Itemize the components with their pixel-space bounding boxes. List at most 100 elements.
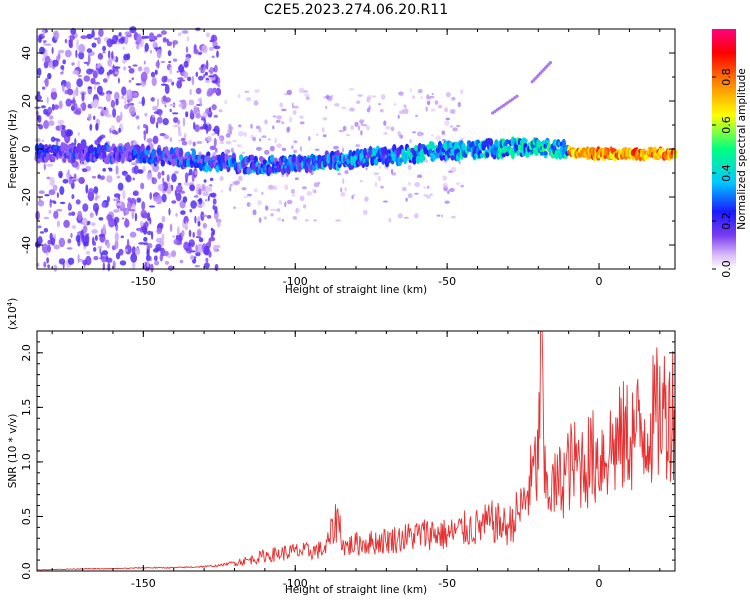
spectrogram-cell — [154, 47, 161, 50]
spectrogram-cell — [177, 119, 180, 125]
spectrogram-cell — [228, 186, 232, 192]
spectrogram-cell — [261, 191, 264, 196]
spectrogram-cell — [107, 58, 113, 67]
spectrogram-cell — [403, 108, 409, 115]
spectrogram-cell — [72, 70, 80, 75]
spectrogram-cell — [539, 151, 545, 156]
spectrogram-cell — [48, 209, 52, 214]
spectrogram-cell — [149, 49, 153, 54]
spectrogram-cell — [112, 108, 117, 118]
spectrogram-cell — [71, 224, 77, 230]
spectrogram-cell — [86, 48, 93, 53]
spectrogram-cell — [208, 106, 212, 113]
spectrogram-cell — [313, 219, 317, 222]
spectrogram-cell — [206, 60, 209, 70]
spectrogram-cell — [159, 133, 166, 137]
spectrogram-cell — [169, 223, 173, 232]
spectrogram-cell — [299, 195, 305, 202]
spectrogram-cell — [148, 205, 156, 208]
spectrogram-cell — [213, 137, 217, 147]
spectrogram-cell — [286, 199, 293, 205]
spectrogram-cell — [377, 157, 382, 163]
spectrogram-cell — [51, 46, 54, 55]
spectrogram-cell — [448, 170, 453, 173]
spectrogram-cell — [284, 201, 287, 208]
spectrogram-cell — [44, 55, 51, 64]
spectrogram-cell — [209, 185, 213, 193]
spectrogram-cell — [73, 109, 81, 115]
spectrogram-cell — [119, 260, 127, 266]
spectrogram-cell — [262, 159, 268, 165]
spectrogram-cell — [150, 263, 154, 273]
spectrogram-cell — [209, 66, 214, 75]
spectrogram-cell — [46, 257, 49, 264]
spectrogram-cell — [451, 108, 456, 115]
spectrogram-cell — [246, 202, 251, 207]
y-tick-label: 2.0 — [20, 344, 33, 362]
spectrogram-cell — [140, 71, 148, 82]
spectrogram-cell — [176, 226, 180, 236]
spectrogram-cell — [276, 143, 282, 149]
spectrogram-cell — [156, 33, 162, 38]
spectrogram-cell — [220, 189, 223, 193]
spectrogram-cell — [177, 77, 184, 80]
spectrogram-cell — [120, 235, 125, 239]
spectrogram-cell — [180, 210, 186, 215]
spectrogram-cell — [181, 30, 189, 34]
spectrogram-cell — [205, 32, 210, 38]
spectrogram-cell — [435, 135, 441, 141]
spectrogram-cell — [77, 74, 82, 77]
spectrogram-cell — [137, 169, 144, 174]
spectrogram-cell — [171, 81, 175, 86]
spectrogram-cell — [78, 43, 86, 53]
spectrogram-cell — [193, 195, 199, 198]
spectrogram-cell — [136, 44, 140, 50]
spectrogram-cell — [408, 181, 411, 186]
spectrogram-cell — [69, 176, 75, 179]
spectrogram-cell — [342, 147, 344, 153]
spectrogram-cell — [131, 77, 134, 80]
spectrogram-cell — [148, 32, 155, 42]
spectrogram-cell — [204, 163, 209, 173]
spectrogram-cell — [210, 88, 218, 94]
spectrogram-cell — [216, 50, 219, 58]
spectrogram-cell — [47, 264, 50, 269]
spectrogram-cell — [115, 165, 119, 175]
spectrogram-cell — [126, 89, 133, 99]
spectrogram-cell — [333, 145, 339, 150]
y-tick-label: 1.0 — [20, 453, 33, 471]
spectrogram-cell — [362, 209, 368, 216]
spectrogram-cell — [132, 177, 135, 181]
spectrogram-cell — [106, 195, 110, 203]
spectrogram-cell — [342, 178, 345, 185]
spectrogram-cell — [361, 124, 368, 127]
spectrogram-cell — [322, 134, 327, 138]
spectrogram-cell — [317, 181, 321, 184]
spectrogram-cell — [53, 244, 60, 250]
spectrogram-cell — [269, 145, 275, 152]
spectrogram-cell — [224, 99, 228, 105]
spectrogram-cell — [203, 245, 210, 256]
spectrogram-cell — [348, 88, 355, 91]
spectrogram-cell — [146, 138, 153, 144]
spectrogram-cell — [108, 168, 113, 172]
spectrogram-cell — [34, 94, 42, 101]
spectrogram-cell — [50, 136, 56, 143]
spectrogram-cell — [211, 155, 216, 161]
spectrogram-cell — [212, 204, 215, 210]
spectrogram-cell — [87, 54, 91, 65]
spectrogram-cell — [188, 245, 192, 254]
spectrogram-cell — [51, 88, 57, 93]
spectrogram-cell — [340, 192, 346, 197]
spectrogram-cell — [103, 106, 107, 111]
spectrogram-cell — [106, 38, 114, 48]
spectrogram-cell — [341, 106, 347, 110]
spectrogram-cell — [43, 228, 49, 233]
spectrogram-cell — [209, 39, 215, 43]
spectrogram-cell — [415, 114, 419, 118]
spectrogram-cell — [152, 135, 159, 144]
spectrogram-cell — [366, 107, 371, 113]
spectrogram-cell — [96, 64, 101, 69]
x-tick-label: -150 — [131, 577, 156, 590]
spectrogram-cell — [278, 199, 283, 205]
